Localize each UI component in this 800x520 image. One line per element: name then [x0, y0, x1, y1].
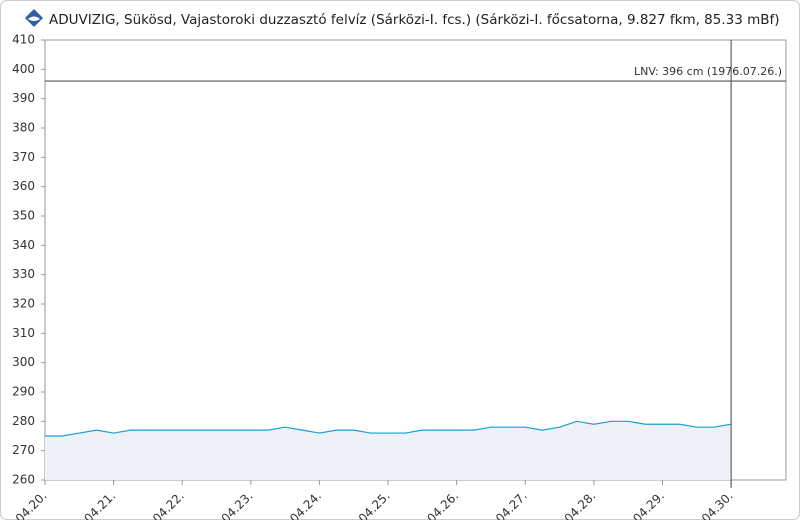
- y-tick-label: 280: [12, 414, 35, 428]
- y-tick-label: 380: [12, 121, 35, 135]
- series-line: [45, 420, 732, 437]
- y-tick-label: 350: [12, 209, 35, 223]
- y-tick-label: 320: [12, 297, 35, 311]
- plot-area: [44, 39, 787, 481]
- logo: [25, 9, 43, 27]
- y-tick-label: 370: [12, 150, 35, 164]
- y-tick-label: 270: [12, 443, 35, 457]
- y-tick-label: 300: [12, 355, 35, 369]
- chart-title: ADUVIZIG, Sükösd, Vajastoroki duzzasztó …: [49, 12, 780, 28]
- y-tick-label: 290: [12, 385, 35, 399]
- y-tick-label: 410: [12, 33, 35, 47]
- y-tick-label: 390: [12, 91, 35, 105]
- y-tick-label: 340: [12, 238, 35, 252]
- y-tick-label: 260: [12, 473, 35, 487]
- y-tick-label: 310: [12, 326, 35, 340]
- y-tick-label: 360: [12, 179, 35, 193]
- y-tick-label: 330: [12, 267, 35, 281]
- y-tick-label: 400: [12, 62, 35, 76]
- area: [45, 421, 732, 480]
- reference-label: LNV: 396 cm (1976.07.26.): [634, 65, 782, 78]
